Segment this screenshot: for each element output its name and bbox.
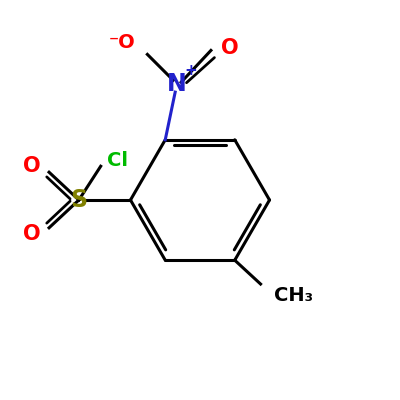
Text: O: O <box>24 224 41 244</box>
Text: S: S <box>70 188 88 212</box>
Text: +: + <box>185 63 198 78</box>
Text: ⁻O: ⁻O <box>109 33 136 52</box>
Text: Cl: Cl <box>107 151 128 170</box>
Text: O: O <box>221 38 238 58</box>
Text: CH₃: CH₃ <box>274 286 314 306</box>
Text: N: N <box>167 72 187 96</box>
Text: O: O <box>24 156 41 176</box>
